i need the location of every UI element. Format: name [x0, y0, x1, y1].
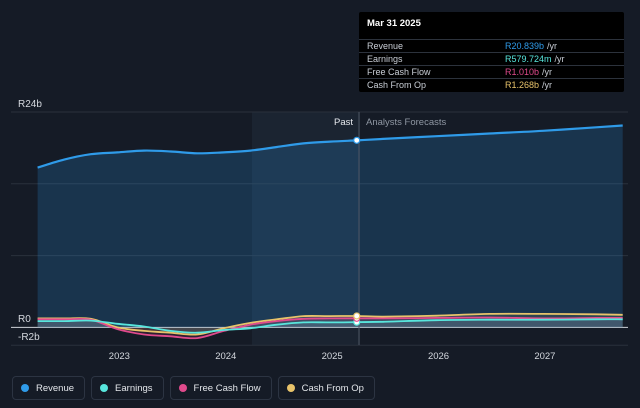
legend-item-free-cash-flow[interactable]: Free Cash Flow — [169, 376, 272, 400]
legend-item-cash-from-op[interactable]: Cash From Op — [277, 376, 375, 400]
chart-legend: Revenue Earnings Free Cash Flow Cash Fro… — [12, 376, 375, 400]
tooltip-label: Cash From Op — [367, 80, 427, 90]
revenue-line — [37, 124, 623, 169]
tooltip-date: Mar 31 2025 — [367, 18, 421, 29]
tooltip-label: Free Cash Flow — [367, 67, 431, 77]
tooltip-row-earnings: Earnings R579.724m/yr — [359, 52, 624, 66]
free-cash-flow-dot-icon — [178, 384, 187, 392]
cash-from-op-marker — [353, 312, 361, 320]
tooltip-label: Revenue — [367, 41, 404, 51]
legend-item-revenue[interactable]: Revenue — [12, 376, 86, 400]
tooltip-value: R579.724m/yr — [505, 54, 565, 64]
data-tooltip: Mar 31 2025 Revenue R20.839b/yr Earnings… — [359, 12, 624, 92]
tooltip-row-cash-from-op: Cash From Op R1.268b/yr — [359, 78, 624, 92]
legend-label: Free Cash Flow — [193, 382, 261, 394]
y-axis-bottom-label: -R2b — [18, 332, 40, 343]
y-axis-zero-label: R0 — [18, 314, 31, 325]
past-region-shade — [252, 112, 360, 345]
legend-label: Cash From Op — [301, 382, 364, 394]
tooltip-row-free-cash-flow: Free Cash Flow R1.010b/yr — [359, 65, 624, 79]
free-cash-flow-line — [37, 316, 623, 340]
revenue-marker — [353, 136, 361, 144]
cash-from-op-line — [37, 312, 623, 336]
tooltip-value: R1.010b/yr — [505, 67, 553, 77]
earnings-line — [37, 318, 623, 334]
legend-label: Earnings — [115, 382, 153, 394]
tooltip-value: R20.839b/yr — [505, 41, 558, 51]
x-tick-label: 2027 — [534, 351, 555, 362]
x-tick-label: 2025 — [322, 351, 343, 362]
forecast-label: Analysts Forecasts — [366, 117, 446, 128]
x-axis-ticks: 2023 2024 2025 2026 2027 — [109, 351, 556, 362]
legend-item-earnings[interactable]: Earnings — [91, 376, 164, 400]
cash-from-op-dot-icon — [286, 384, 295, 392]
revenue-area — [37, 125, 623, 328]
tooltip-label: Earnings — [367, 54, 403, 64]
series-layer — [37, 124, 623, 340]
y-axis-top-label: R24b — [18, 99, 42, 110]
tooltip-value: R1.268b/yr — [505, 80, 553, 90]
divider-markers — [353, 136, 361, 326]
tooltip-row-revenue: Revenue R20.839b/yr — [359, 39, 624, 53]
x-tick-label: 2023 — [109, 351, 130, 362]
legend-label: Revenue — [36, 382, 75, 394]
x-tick-label: 2024 — [215, 351, 236, 362]
earnings-dot-icon — [100, 384, 109, 392]
x-tick-label: 2026 — [428, 351, 449, 362]
past-label: Past — [334, 117, 353, 128]
revenue-dot-icon — [21, 384, 29, 392]
earnings-area — [37, 319, 623, 333]
